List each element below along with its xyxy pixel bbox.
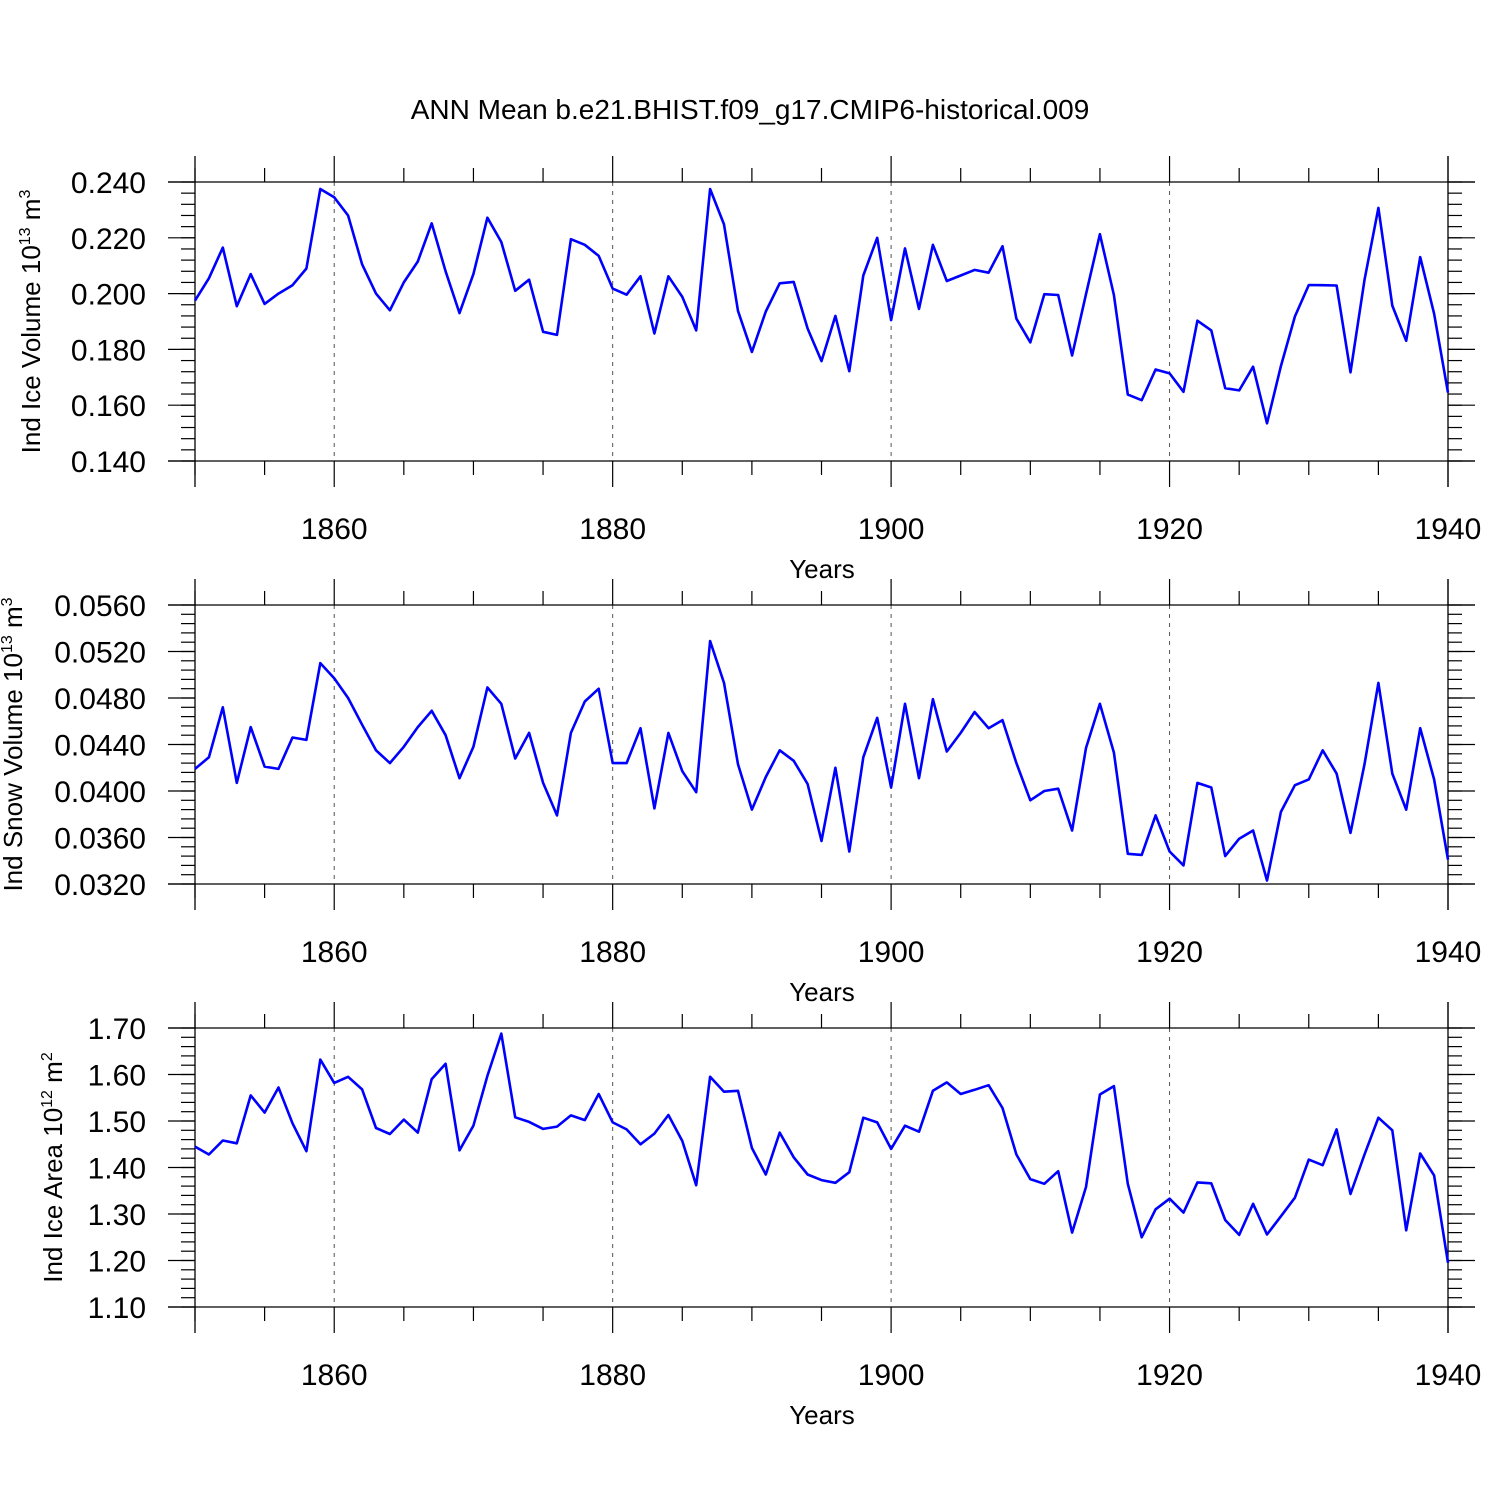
y-axis-title: Ind Snow Volume 1013 m3 [0,597,28,891]
chart-panel-3: 1.10 1.20 1.30 1.40 1.50 1.60 1.70 1860 1880 1900… [38,1002,1481,1430]
y-tick-label: 1.10 [88,1292,146,1325]
x-axis-title: Years [789,554,855,584]
x-tick-label: 1920 [1136,1359,1203,1392]
x-tick-label: 1860 [301,1359,368,1392]
y-tick-label: 0.0360 [54,823,146,856]
y-tick-label: 1.70 [88,1013,146,1046]
y-tick-label: 0.0320 [54,869,146,902]
y-tick-label: 1.40 [88,1153,146,1186]
y-tick-label: 0.0400 [54,776,146,809]
y-tick-label: 0.0520 [54,637,146,670]
x-tick-label: 1880 [579,936,646,969]
y-tick-label: 1.20 [88,1246,146,1279]
x-tick-label: 1880 [579,513,646,546]
x-tick-label: 1920 [1136,936,1203,969]
x-tick-label: 1900 [858,513,925,546]
panels: 0.140 0.160 0.180 0.200 0.220 0.240 1860 1880 19… [0,156,1481,1430]
y-tick-label: 0.200 [71,279,146,312]
y-tick-label: 0.180 [71,334,146,367]
chart-panel-1: 0.140 0.160 0.180 0.200 0.220 0.240 1860 1880 19… [16,156,1481,584]
y-tick-label: 0.220 [71,223,146,256]
x-tick-label: 1860 [301,513,368,546]
x-tick-label: 1880 [579,1359,646,1392]
y-tick-label: 0.0560 [54,590,146,623]
chart-title: ANN Mean b.e21.BHIST.f09_g17.CMIP6-histo… [411,94,1090,125]
y-tick-label: 1.60 [88,1060,146,1093]
y-axis-title: Ind Ice Volume 1013 m3 [16,190,46,454]
chart-panel-2: 0.0320 0.0360 0.0400 0.0440 0.0480 0.0520 0.05… [0,579,1481,1007]
x-tick-label: 1940 [1415,513,1482,546]
y-tick-label: 1.50 [88,1106,146,1139]
y-axis-title: Ind Ice Area 1012 m2 [38,1052,68,1283]
x-tick-label: 1860 [301,936,368,969]
y-tick-label: 1.30 [88,1199,146,1232]
y-tick-label: 0.140 [71,446,146,479]
y-tick-label: 0.0440 [54,730,146,763]
x-axis-title: Years [789,1400,855,1430]
series-line [193,187,1450,425]
series-line [194,1032,1450,1264]
y-tick-label: 0.0480 [54,683,146,716]
x-tick-label: 1920 [1136,513,1203,546]
x-tick-label: 1940 [1415,1359,1482,1392]
x-tick-label: 1940 [1415,936,1482,969]
x-tick-label: 1900 [858,936,925,969]
series-line [194,639,1450,882]
y-tick-label: 0.240 [71,167,146,200]
x-tick-label: 1900 [858,1359,925,1392]
y-tick-label: 0.160 [71,390,146,423]
x-axis-title: Years [789,977,855,1007]
